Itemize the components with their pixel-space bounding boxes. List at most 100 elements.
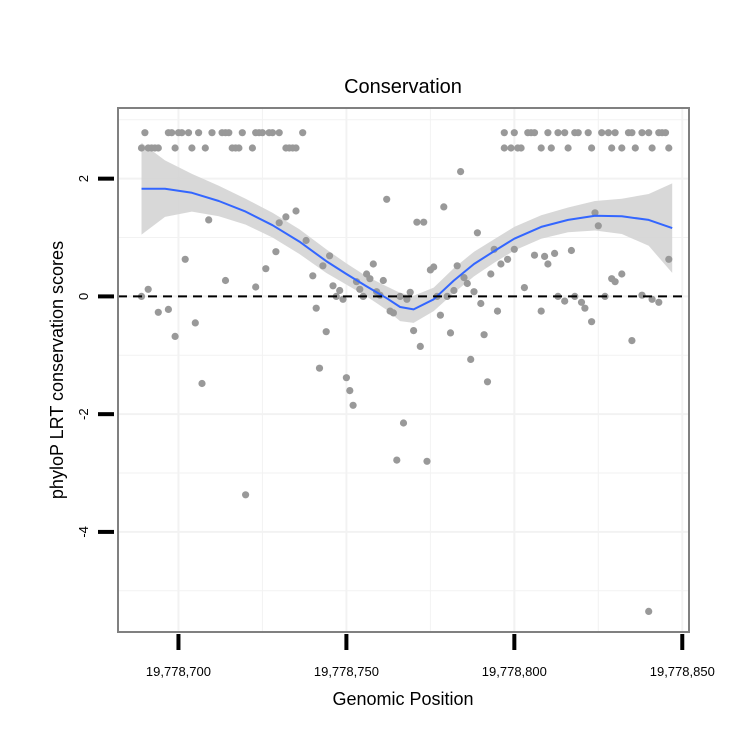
data-point [171,332,179,340]
data-point [319,262,327,270]
data-point [504,255,512,263]
data-point [416,342,424,350]
data-point [594,222,602,230]
data-point [510,129,518,137]
y-tick-label: -2 [76,408,91,420]
data-point [507,144,515,152]
data-point [588,318,596,326]
data-point [188,144,196,152]
data-point [470,288,478,296]
data-point [366,275,374,283]
data-point [205,216,213,224]
data-point [645,129,653,137]
data-point [567,246,576,255]
data-point [141,129,149,137]
data-point [497,260,505,268]
x-axis-label: Genomic Position [332,689,473,709]
data-point [645,607,653,616]
data-point [221,276,230,285]
data-point [588,144,596,152]
data-point [638,291,646,299]
data-point [661,129,670,137]
data-point [342,374,350,382]
data-point [198,379,206,388]
data-point [500,129,508,137]
data-point [171,144,179,152]
data-point [369,260,377,268]
data-point [389,309,397,317]
data-point [235,144,243,152]
data-point [618,144,626,152]
data-point [383,195,391,203]
data-point [275,129,283,137]
data-point [561,129,569,137]
data-point [178,129,186,137]
data-point [577,298,586,306]
data-point [564,144,572,152]
x-tick-label: 19,778,750 [314,664,379,679]
data-point [604,129,613,137]
data-point [467,355,475,363]
x-tick-label: 19,778,850 [650,664,715,679]
data-point [292,144,300,152]
data-point [262,265,270,273]
data-point [477,299,485,308]
data-point [631,144,639,152]
data-point [282,213,290,221]
data-point [574,129,582,137]
data-point [242,491,250,499]
data-point [336,286,344,295]
data-point [537,307,545,315]
data-point [252,283,260,291]
data-point [154,308,162,316]
data-point [480,331,488,339]
data-point [309,272,317,280]
data-point [201,144,209,152]
data-point [181,255,189,263]
data-point [530,129,539,137]
data-point [154,144,162,152]
plot-panel-border [117,107,690,633]
data-point [581,304,589,312]
data-point [638,129,646,137]
data-point [208,129,216,137]
data-point [648,295,656,303]
data-point [406,288,414,296]
data-point [275,219,283,227]
x-tick-label: 19,778,800 [482,664,547,679]
data-point [393,456,401,464]
y-tick-label: -4 [76,526,91,538]
data-point [544,260,552,268]
data-point [554,129,562,137]
data-point [446,329,455,337]
data-point [544,129,552,137]
data-point [551,249,559,257]
data-point [487,270,495,278]
data-point [268,129,277,137]
y-tick-label: 0 [76,293,91,300]
data-point [457,168,465,176]
data-point [460,274,468,282]
data-point [591,209,599,217]
data-point [248,144,256,152]
data-point [436,311,444,319]
data-point [420,218,428,226]
data-point [473,229,481,237]
data-point [410,327,418,335]
y-tick-label: 2 [76,175,91,182]
data-point [453,262,461,270]
data-point [346,387,354,395]
data-point [403,295,411,303]
data-point [584,129,592,137]
data-point [443,292,451,300]
data-point [561,297,569,305]
data-point [322,328,330,336]
data-point [665,255,673,263]
data-point [430,263,438,271]
data-point [537,144,545,152]
data-point [493,307,502,315]
data-point [238,129,246,137]
data-point [608,144,616,152]
data-point [520,284,529,292]
